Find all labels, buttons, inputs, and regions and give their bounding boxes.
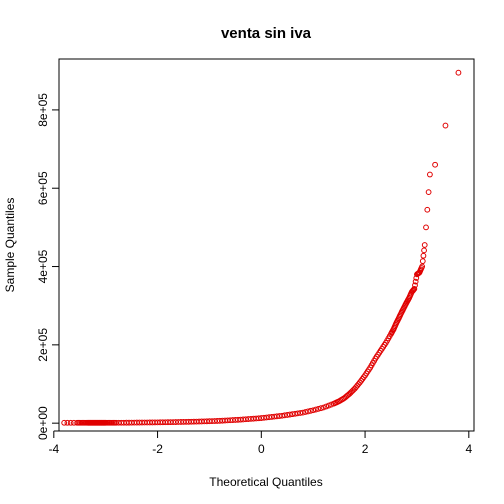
data-point <box>297 410 304 416</box>
x-tick-label: 2 <box>362 442 369 456</box>
data-point <box>299 409 306 416</box>
data-point <box>419 258 426 265</box>
data-point <box>410 287 416 294</box>
data-point <box>67 419 74 426</box>
data-point <box>420 252 427 259</box>
x-tick-label: -4 <box>48 442 59 456</box>
data-point <box>412 278 419 285</box>
x-axis: -4 -2 0 2 4 <box>48 430 472 456</box>
data-point <box>442 122 449 129</box>
x-tick-label: -2 <box>152 442 163 456</box>
x-axis-label: Theoretical Quantiles <box>209 475 322 489</box>
data-point <box>421 242 428 248</box>
y-tick-label: 4e+05 <box>36 249 50 283</box>
data-point <box>320 404 327 411</box>
data-point <box>425 189 432 196</box>
data-point <box>421 247 427 254</box>
data-point <box>411 285 418 292</box>
data-point <box>455 69 462 76</box>
x-tick-label: 4 <box>465 442 472 456</box>
y-tick-label: 6e+05 <box>36 171 50 205</box>
data-points <box>61 69 462 426</box>
data-point <box>61 419 68 426</box>
data-point <box>64 419 71 426</box>
data-point <box>323 403 330 410</box>
data-point <box>412 282 418 289</box>
data-point <box>423 224 429 231</box>
data-point <box>318 405 324 412</box>
data-point <box>424 206 431 213</box>
chart-title: venta sin iva <box>221 25 312 42</box>
data-point <box>427 171 433 178</box>
data-point <box>302 409 309 415</box>
y-tick-label: 0e+00 <box>36 406 50 440</box>
y-tick-label: 2e+05 <box>36 328 50 362</box>
y-tick-label: 8e+05 <box>36 93 50 127</box>
data-point <box>419 263 426 270</box>
data-point <box>310 407 317 414</box>
y-axis-label: Sample Quantiles <box>3 198 17 293</box>
data-point <box>315 405 322 412</box>
data-point <box>325 402 332 409</box>
x-tick-label: 0 <box>258 442 265 456</box>
data-point <box>432 161 438 168</box>
data-point <box>312 406 319 413</box>
data-point <box>307 407 314 414</box>
plot-frame <box>58 58 475 432</box>
data-point <box>305 408 311 415</box>
y-axis: 0e+00 2e+05 4e+05 6e+05 8e+05 <box>36 93 60 440</box>
